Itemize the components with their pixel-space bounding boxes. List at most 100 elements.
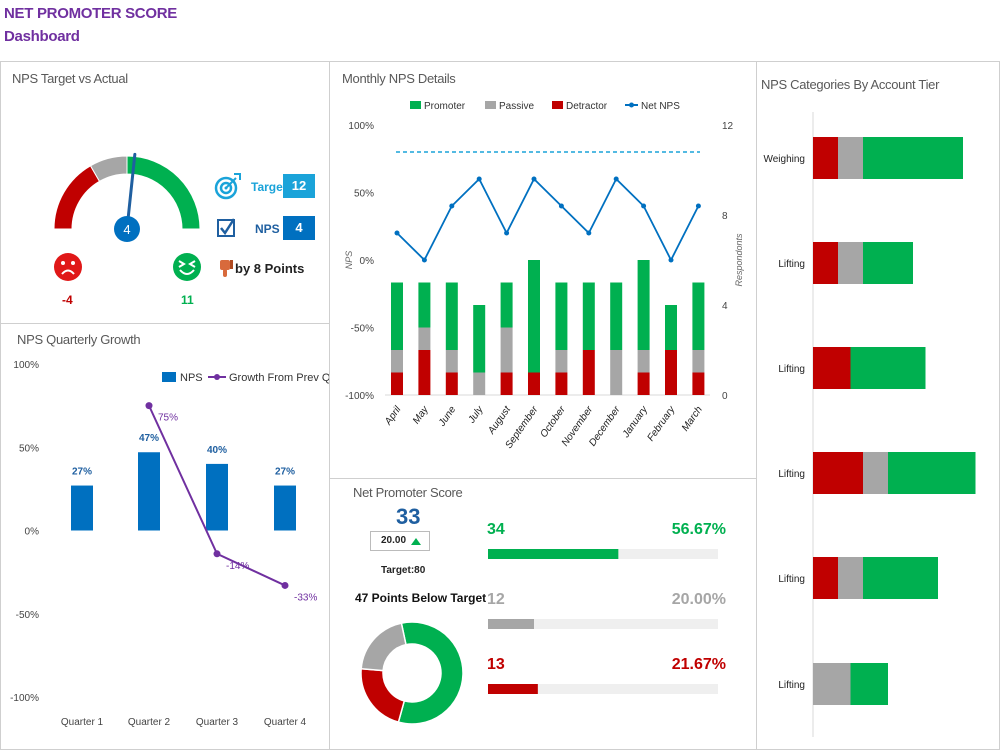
passive-segment bbox=[813, 663, 851, 705]
y-right-tick: 0 bbox=[722, 391, 728, 402]
passive-bar bbox=[445, 350, 458, 373]
net-nps-point bbox=[394, 230, 400, 236]
legend-nps-label: NPS bbox=[180, 372, 203, 384]
y-left-tick: -100% bbox=[345, 391, 374, 402]
category-count: 34 bbox=[487, 521, 505, 538]
passive-bar bbox=[610, 350, 623, 395]
tiers-chart: Weighing Lifting Lifting Lifting Lifting Lift… bbox=[763, 112, 976, 737]
tier-label: Lifting bbox=[778, 259, 805, 270]
bar-fill bbox=[488, 549, 619, 559]
gauge-value: 4 bbox=[123, 222, 130, 237]
promoter-bar bbox=[418, 282, 431, 328]
up-triangle-icon bbox=[411, 538, 421, 545]
legend-swatch bbox=[410, 101, 421, 109]
nps-panel: Net Promoter Score 33 20.00 Target:80 47… bbox=[329, 478, 757, 750]
y-left-tick: 50% bbox=[354, 189, 374, 200]
passive-segment bbox=[838, 242, 863, 284]
promoter-bar bbox=[391, 282, 403, 350]
passive-bar bbox=[555, 350, 568, 373]
net-nps-point bbox=[531, 176, 537, 182]
y-left-tick: 0% bbox=[360, 256, 375, 267]
tier-label: Lifting bbox=[778, 469, 805, 480]
nps-bar bbox=[206, 463, 228, 531]
passive-bar bbox=[500, 327, 513, 373]
growth-data-label: -33% bbox=[294, 592, 317, 603]
legend-swatch bbox=[485, 101, 496, 109]
promoter-bar bbox=[445, 282, 458, 350]
nps-score: 33 bbox=[396, 504, 421, 529]
monthly-chart: Promoter Passive Detractor Net NPS 100% 50% 0… bbox=[344, 101, 744, 451]
donut-slice-promoter bbox=[397, 621, 464, 725]
legend-line-marker bbox=[629, 102, 634, 108]
monthly-panel-title: Monthly NPS Details bbox=[342, 71, 456, 86]
nps-bar bbox=[138, 452, 160, 531]
dashboard-subtitle: Dashboard bbox=[4, 28, 80, 45]
net-nps-point bbox=[558, 203, 564, 209]
thumbs-down-icon bbox=[220, 260, 233, 277]
passive-bar bbox=[418, 327, 431, 350]
tier-label: Lifting bbox=[778, 574, 805, 585]
gauge-panel-title: NPS Target vs Actual bbox=[12, 71, 128, 86]
passive-segment bbox=[863, 452, 888, 494]
month-tick-label: July bbox=[466, 404, 486, 427]
legend-growth-label: Growth From Prev Qtr bbox=[229, 372, 338, 384]
bar-fill bbox=[488, 619, 534, 629]
tiers-panel-title: NPS Categories By Account Tier bbox=[761, 77, 940, 92]
gauge-max-label: 11 bbox=[181, 293, 194, 307]
detractor-bar bbox=[555, 372, 568, 395]
detractor-bar bbox=[528, 372, 540, 395]
quarterly-panel-title: NPS Quarterly Growth bbox=[17, 332, 141, 347]
y-right-axis-label: Respondonts bbox=[734, 233, 744, 287]
net-nps-point bbox=[613, 176, 619, 182]
bar-fill bbox=[488, 684, 538, 694]
promoter-bar bbox=[500, 282, 513, 328]
gauge-center bbox=[114, 216, 140, 242]
passive-bar bbox=[637, 350, 650, 373]
promoter-bar bbox=[665, 305, 677, 350]
detractor-segment bbox=[813, 137, 838, 179]
growth-point bbox=[281, 581, 289, 589]
bar-data-label: 47% bbox=[139, 433, 159, 444]
donut-slice-passive bbox=[360, 622, 407, 672]
nps-label: NPS bbox=[255, 222, 280, 236]
net-nps-point bbox=[641, 203, 647, 209]
y-right-tick: 12 bbox=[722, 121, 734, 132]
detractor-bar bbox=[582, 350, 595, 395]
passive-bar bbox=[391, 350, 403, 373]
detractor-bar bbox=[692, 372, 705, 395]
bar-data-label: 27% bbox=[72, 467, 92, 478]
nps-value-badge: 4 bbox=[283, 216, 315, 240]
quarterly-chart: NPS Growth From Prev Qtr 100% 50% 0% -50% -1… bbox=[10, 360, 337, 728]
x-tick-label: Quarter 3 bbox=[196, 717, 239, 728]
month-tick-label: May bbox=[411, 404, 431, 427]
y-left-tick: 100% bbox=[348, 121, 374, 132]
target-label: Target bbox=[251, 180, 287, 194]
bar-data-label: 40% bbox=[207, 445, 227, 456]
month-tick-label: October bbox=[538, 404, 568, 440]
happy-face-icon bbox=[173, 253, 201, 281]
y-left-tick: -50% bbox=[351, 324, 374, 335]
nps-panel-title: Net Promoter Score bbox=[353, 485, 463, 500]
month-tick-label: March bbox=[680, 404, 705, 433]
promoter-segment bbox=[863, 557, 938, 599]
net-nps-point bbox=[476, 176, 482, 182]
promoter-segment bbox=[863, 242, 913, 284]
detractor-bar bbox=[445, 372, 458, 395]
sad-face-icon bbox=[54, 253, 82, 281]
detractor-segment bbox=[813, 452, 863, 494]
legend-label: Detractor bbox=[566, 101, 608, 112]
legend-label: Promoter bbox=[424, 101, 466, 112]
legend-nps-swatch bbox=[162, 372, 176, 382]
bar-data-label: 27% bbox=[275, 467, 295, 478]
target-value-badge: 12 bbox=[283, 174, 315, 198]
bar-track bbox=[488, 619, 718, 629]
detractor-bar bbox=[665, 350, 677, 395]
promoter-segment bbox=[850, 347, 926, 389]
nps-change-value: 20.00 bbox=[381, 535, 407, 546]
passive-segment bbox=[838, 137, 863, 179]
promoter-bar bbox=[582, 282, 595, 350]
y-right-tick: 8 bbox=[722, 211, 728, 222]
tier-label: Lifting bbox=[778, 680, 805, 691]
tier-label: Lifting bbox=[778, 364, 805, 375]
passive-segment bbox=[838, 557, 863, 599]
